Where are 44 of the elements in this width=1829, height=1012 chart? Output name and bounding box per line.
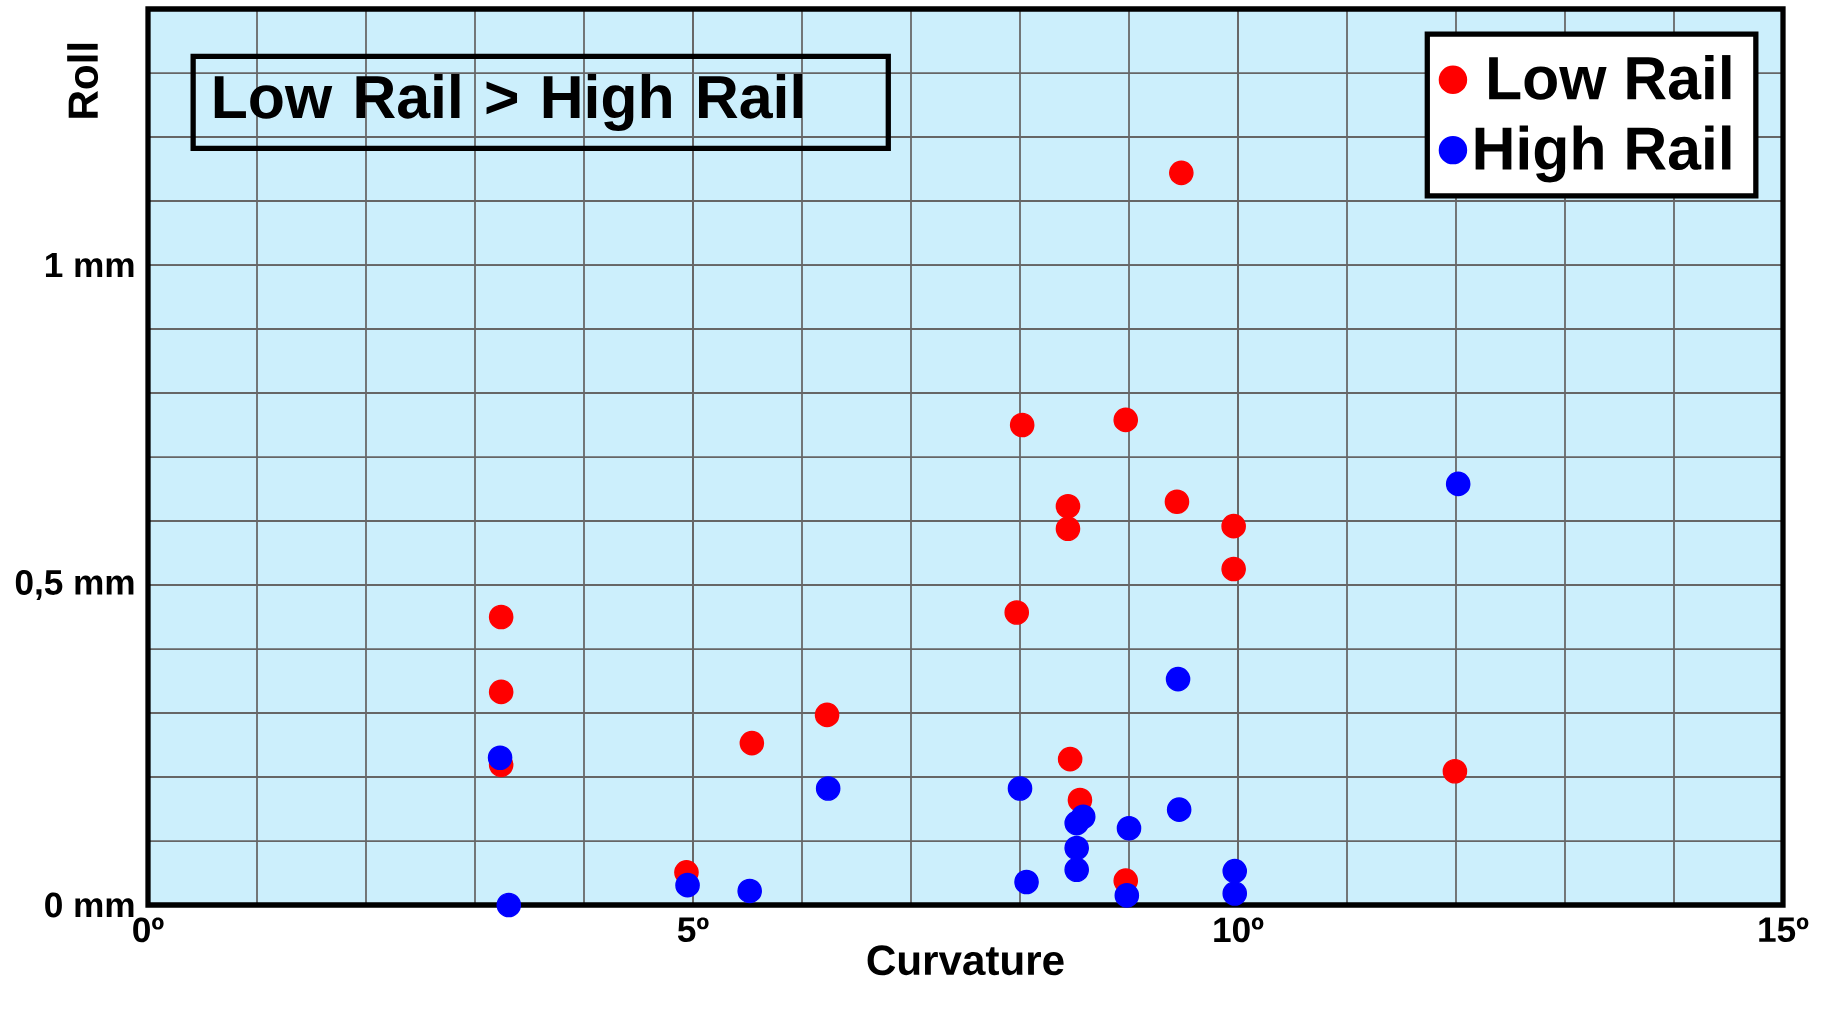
- point: [1004, 600, 1030, 625]
- point: [1222, 858, 1248, 884]
- text: Low Rail > High Rail: [214, 73, 802, 131]
- legend-label: High Rail: [1475, 125, 1731, 183]
- point: [1166, 797, 1192, 822]
- y-tick-label: 0 mm: [45, 892, 134, 918]
- point: [1057, 746, 1083, 772]
- y-axis-title: Roll: [67, 43, 99, 118]
- point: [1169, 160, 1194, 186]
- point: [1222, 881, 1248, 906]
- point: [1064, 857, 1089, 883]
- point: [488, 604, 514, 630]
- x-tick-label: 10º: [1214, 917, 1264, 943]
- x-tick-label: 15º: [1759, 917, 1809, 943]
- point: [737, 878, 762, 904]
- y-tick-label: 1 mm: [45, 252, 134, 278]
- point: [675, 872, 700, 898]
- point: [496, 892, 522, 918]
- point: [1064, 835, 1089, 861]
- point: [487, 745, 513, 771]
- point: [1221, 556, 1246, 582]
- point: [1445, 471, 1471, 497]
- point: [814, 702, 840, 728]
- x-axis-title: Curvature: [867, 945, 1064, 976]
- point: [1055, 493, 1081, 519]
- point: [1116, 815, 1142, 841]
- point: [1007, 776, 1033, 801]
- point: [488, 679, 514, 705]
- point: [1442, 758, 1468, 784]
- point: [1164, 489, 1190, 515]
- point: [1055, 516, 1081, 541]
- point: [1113, 407, 1139, 433]
- point: [1009, 412, 1035, 438]
- point: [1114, 883, 1140, 908]
- point: [815, 776, 841, 801]
- x-tick-label: 0º: [133, 917, 164, 943]
- y-tick-label: 0,5 mm: [15, 570, 134, 601]
- point: [1221, 513, 1246, 539]
- point: [1064, 810, 1089, 836]
- legend-label: Low Rail: [1489, 55, 1731, 100]
- point: [1165, 666, 1191, 692]
- point: [739, 730, 765, 756]
- x-tick-label: 5º: [677, 917, 709, 943]
- point: [1014, 869, 1039, 895]
